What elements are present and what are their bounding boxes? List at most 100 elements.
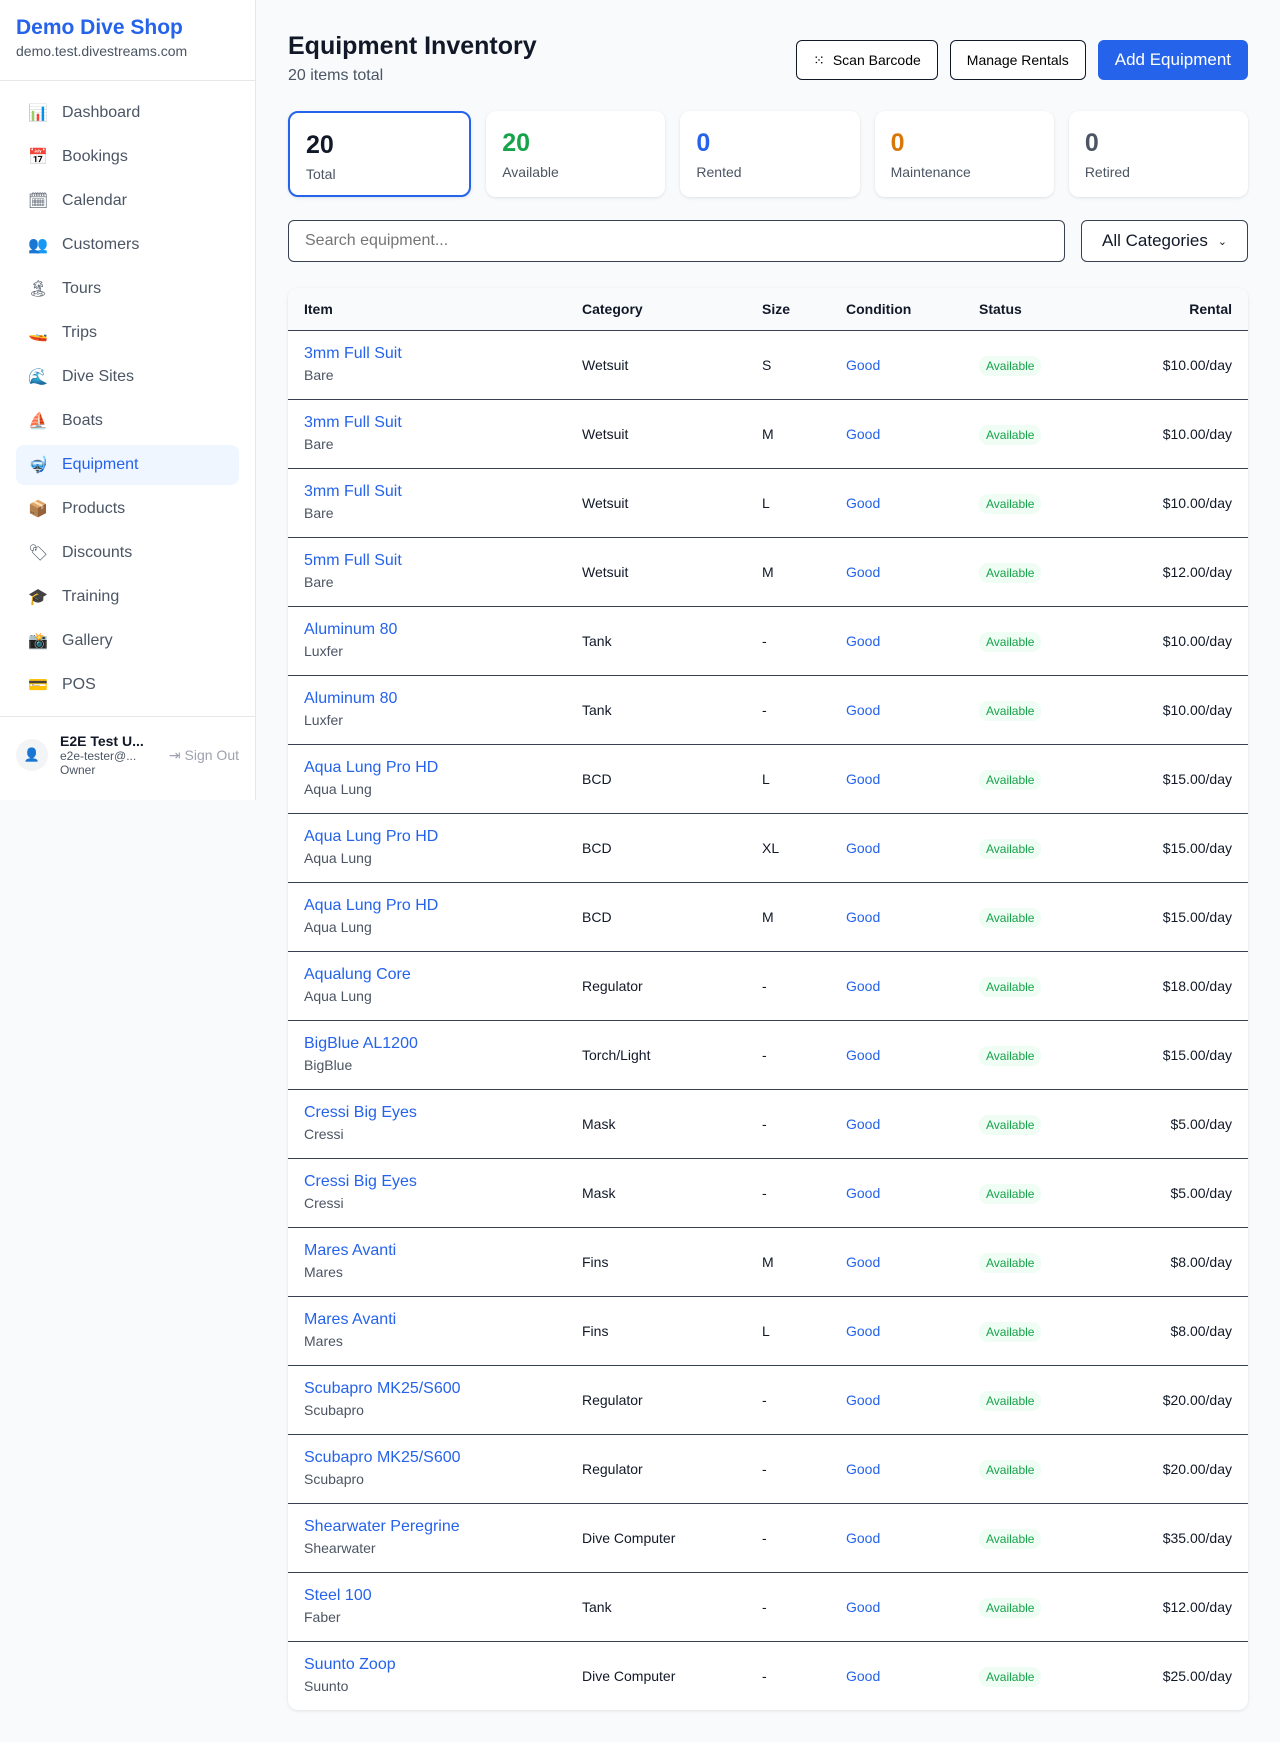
item-size: M bbox=[762, 426, 774, 442]
header-category[interactable]: Category bbox=[582, 301, 643, 317]
stat-card-available[interactable]: 20 Available bbox=[486, 111, 666, 197]
item-brand: Mares bbox=[304, 1333, 343, 1349]
item-name-link[interactable]: Aqua Lung Pro HD bbox=[304, 828, 439, 845]
sidebar-item-dashboard[interactable]: 📊 Dashboard bbox=[16, 93, 239, 133]
stat-value: 0 bbox=[1084, 129, 1099, 157]
item-size: - bbox=[762, 1461, 767, 1477]
stat-card-maintenance[interactable]: 0 Maintenance bbox=[874, 111, 1054, 197]
table-row: Steel 100 Faber Tank - Good Available $12… bbox=[288, 1572, 1248, 1641]
item-name-link[interactable]: Aqua Lung Pro HD bbox=[304, 897, 439, 914]
status-badge: Available bbox=[979, 977, 1042, 997]
stat-card-total[interactable]: 20 Total bbox=[288, 111, 472, 197]
item-name-link[interactable]: Mares Avanti bbox=[304, 1311, 397, 1328]
stat-card-rented[interactable]: 0 Rented bbox=[680, 111, 860, 197]
sidebar-item-discounts[interactable]: 🏷 Discounts bbox=[16, 533, 239, 573]
search-input[interactable] bbox=[288, 220, 1065, 262]
item-brand: Shearwater bbox=[304, 1540, 376, 1556]
header-size[interactable]: Size bbox=[762, 301, 791, 317]
nav-icon: ⛵ bbox=[28, 413, 48, 430]
scan-barcode-button[interactable]: ⁙ Scan Barcode bbox=[796, 40, 938, 80]
item-size: XL bbox=[762, 840, 780, 856]
sidebar-item-bookings[interactable]: 📅 Bookings bbox=[16, 137, 239, 177]
item-size: L bbox=[762, 771, 770, 787]
item-condition: Good bbox=[846, 357, 881, 373]
sidebar-item-label: Customers bbox=[62, 236, 140, 253]
sign-out-button[interactable]: ⇥ Sign Out bbox=[169, 747, 239, 764]
item-category: BCD bbox=[582, 771, 612, 787]
header-condition[interactable]: Condition bbox=[846, 301, 912, 317]
sidebar: Demo Dive Shop demo.test.divestreams.com… bbox=[0, 0, 256, 800]
item-name-link[interactable]: Shearwater Peregrine bbox=[304, 1518, 460, 1535]
item-size: - bbox=[762, 1116, 767, 1132]
sidebar-item-products[interactable]: 📦 Products bbox=[16, 489, 239, 529]
stat-value: 20 bbox=[306, 131, 334, 159]
item-name-link[interactable]: Cressi Big Eyes bbox=[304, 1104, 417, 1121]
sidebar-item-boats[interactable]: ⛵ Boats bbox=[16, 401, 239, 441]
item-brand: Scubapro bbox=[304, 1402, 364, 1418]
nav-icon: 👥 bbox=[28, 237, 48, 254]
item-condition: Good bbox=[846, 909, 881, 925]
item-name-link[interactable]: Aluminum 80 bbox=[304, 621, 398, 638]
item-name-link[interactable]: 5mm Full Suit bbox=[304, 552, 402, 569]
item-name-link[interactable]: Mares Avanti bbox=[304, 1242, 397, 1259]
status-badge: Available bbox=[979, 1184, 1042, 1204]
item-name-link[interactable]: Scubapro MK25/S600 bbox=[304, 1380, 461, 1397]
sidebar-item-calendar[interactable]: 🗓 Calendar bbox=[16, 181, 239, 221]
table-row: Aqua Lung Pro HD Aqua Lung BCD XL Good Av… bbox=[288, 813, 1248, 882]
item-size: - bbox=[762, 1392, 767, 1408]
status-badge: Available bbox=[979, 494, 1042, 514]
user-email: e2e-tester@... bbox=[60, 749, 137, 763]
table-row: Aluminum 80 Luxfer Tank - Good Available … bbox=[288, 675, 1248, 744]
item-size: L bbox=[762, 495, 770, 511]
item-name-link[interactable]: 3mm Full Suit bbox=[304, 483, 402, 500]
item-condition: Good bbox=[846, 1668, 881, 1684]
item-rental: $12.00/day bbox=[1162, 564, 1232, 580]
brand-name[interactable]: Demo Dive Shop bbox=[16, 16, 183, 39]
item-name-link[interactable]: Suunto Zoop bbox=[304, 1656, 396, 1673]
table-row: Scubapro MK25/S600 Scubapro Regulator - G… bbox=[288, 1365, 1248, 1434]
brand: Demo Dive Shop demo.test.divestreams.com bbox=[0, 0, 255, 81]
item-name-link[interactable]: Aluminum 80 bbox=[304, 690, 398, 707]
sidebar-item-trips[interactable]: 🚤 Trips bbox=[16, 313, 239, 353]
sidebar-item-tours[interactable]: 🏝 Tours bbox=[16, 269, 239, 309]
sidebar-item-label: Trips bbox=[62, 324, 97, 341]
header-status[interactable]: Status bbox=[979, 301, 1022, 317]
item-rental: $8.00/day bbox=[1170, 1323, 1233, 1339]
item-name-link[interactable]: Steel 100 bbox=[304, 1587, 372, 1604]
sidebar-item-pos[interactable]: 💳 POS bbox=[16, 665, 239, 705]
add-equipment-button[interactable]: Add Equipment bbox=[1097, 40, 1248, 80]
status-badge: Available bbox=[979, 356, 1042, 376]
qr-code-icon: ⁙ bbox=[813, 51, 825, 68]
category-select[interactable]: All Categories ⌄ bbox=[1081, 220, 1248, 262]
item-condition: Good bbox=[846, 633, 881, 649]
item-name-link[interactable]: Aqua Lung Pro HD bbox=[304, 759, 439, 776]
nav-icon: 🎓 bbox=[28, 589, 48, 606]
manage-rentals-button[interactable]: Manage Rentals bbox=[949, 40, 1086, 80]
sidebar-item-label: Equipment bbox=[62, 456, 139, 473]
item-name-link[interactable]: 3mm Full Suit bbox=[304, 345, 402, 362]
sidebar-item-dive-sites[interactable]: 🌊 Dive Sites bbox=[16, 357, 239, 397]
item-name-link[interactable]: Aqualung Core bbox=[304, 966, 411, 983]
sidebar-item-label: Calendar bbox=[62, 192, 127, 209]
item-name-link[interactable]: Scubapro MK25/S600 bbox=[304, 1449, 461, 1466]
table-row: Aqua Lung Pro HD Aqua Lung BCD L Good Ava… bbox=[288, 744, 1248, 813]
status-badge: Available bbox=[979, 425, 1042, 445]
item-category: Regulator bbox=[582, 1392, 643, 1408]
sidebar-item-equipment[interactable]: 🤿 Equipment bbox=[16, 445, 239, 485]
item-size: - bbox=[762, 702, 767, 718]
sign-out-label: Sign Out bbox=[184, 746, 239, 763]
item-name-link[interactable]: 3mm Full Suit bbox=[304, 414, 402, 431]
sidebar-item-gallery[interactable]: 📸 Gallery bbox=[16, 621, 239, 661]
sidebar-item-customers[interactable]: 👥 Customers bbox=[16, 225, 239, 265]
category-select-value: All Categories bbox=[1102, 231, 1208, 250]
header-rental[interactable]: Rental bbox=[1189, 301, 1232, 317]
header-item[interactable]: Item bbox=[304, 301, 333, 317]
item-name-link[interactable]: Cressi Big Eyes bbox=[304, 1173, 417, 1190]
sidebar-nav: 📊 Dashboard 📅 Bookings 🗓 Calendar 👥 Customers 🏝 T… bbox=[0, 81, 255, 721]
nav-icon: 🏝 bbox=[28, 281, 49, 298]
item-category: Wetsuit bbox=[582, 564, 629, 580]
item-name-link[interactable]: BigBlue AL1200 bbox=[304, 1035, 418, 1052]
stat-card-retired[interactable]: 0 Retired bbox=[1068, 111, 1249, 197]
item-brand: Luxfer bbox=[304, 643, 343, 659]
sidebar-item-training[interactable]: 🎓 Training bbox=[16, 577, 239, 617]
